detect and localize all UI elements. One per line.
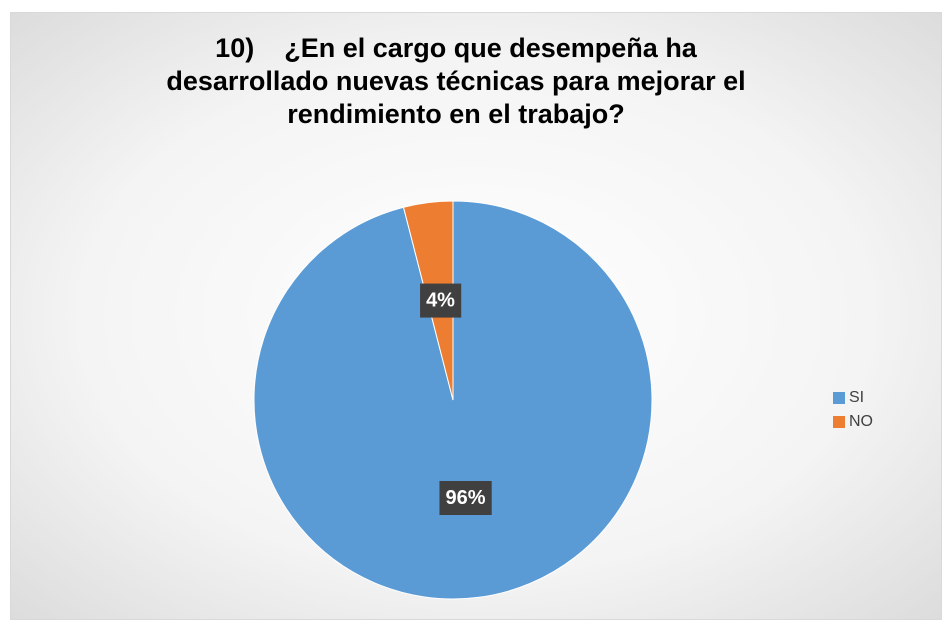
data-label: 4% [426,290,455,312]
legend-swatch [833,392,845,404]
data-label-box [420,283,462,318]
data-label-box [439,480,492,515]
legend-label: NO [849,413,873,430]
chart-title: 10) ¿En el cargo que desempeña ha desarr… [166,33,754,129]
data-label: 96% [445,487,485,509]
legend-swatch [833,416,845,428]
legend-label: SI [849,389,864,406]
